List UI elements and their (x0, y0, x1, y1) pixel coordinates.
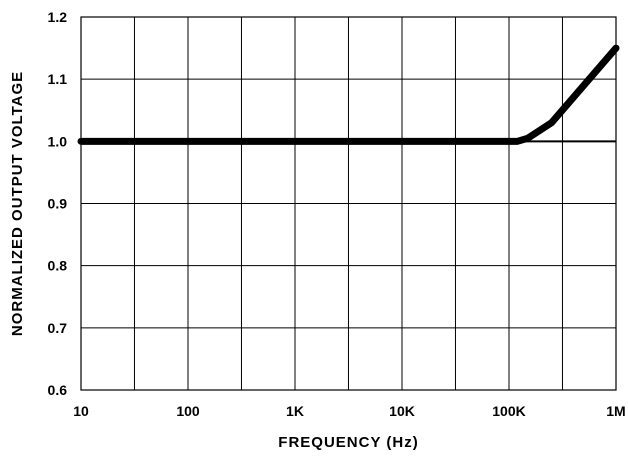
x-tick-label: 10 (73, 403, 89, 419)
grid (80, 16, 617, 391)
x-tick-label: 100K (492, 403, 525, 419)
x-tick-label: 1M (606, 403, 625, 419)
x-tick-label: 10K (389, 403, 415, 419)
x-axis-label: FREQUENCY (Hz) (278, 434, 418, 451)
x-tick-label: 1K (286, 403, 304, 419)
y-tick-label: 0.7 (48, 320, 68, 336)
y-tick-label: 0.9 (48, 196, 68, 212)
y-tick-label: 0.6 (48, 382, 68, 398)
series-line (77, 44, 620, 145)
y-tick-label: 1.1 (48, 71, 68, 87)
y-tick-label: 1.2 (48, 9, 68, 25)
x-tick-label: 100 (176, 403, 200, 419)
y-tick-label: 1.0 (48, 133, 68, 149)
x-tick-labels: 10 100 1K 10K 100K 1M (73, 403, 626, 419)
y-tick-labels: 0.6 0.7 0.8 0.9 1.0 1.1 1.2 (48, 9, 68, 398)
series (77, 44, 620, 145)
y-axis-label: NORMALIZED OUTPUT VOLTAGE (9, 71, 26, 336)
y-tick-label: 0.8 (48, 258, 68, 274)
